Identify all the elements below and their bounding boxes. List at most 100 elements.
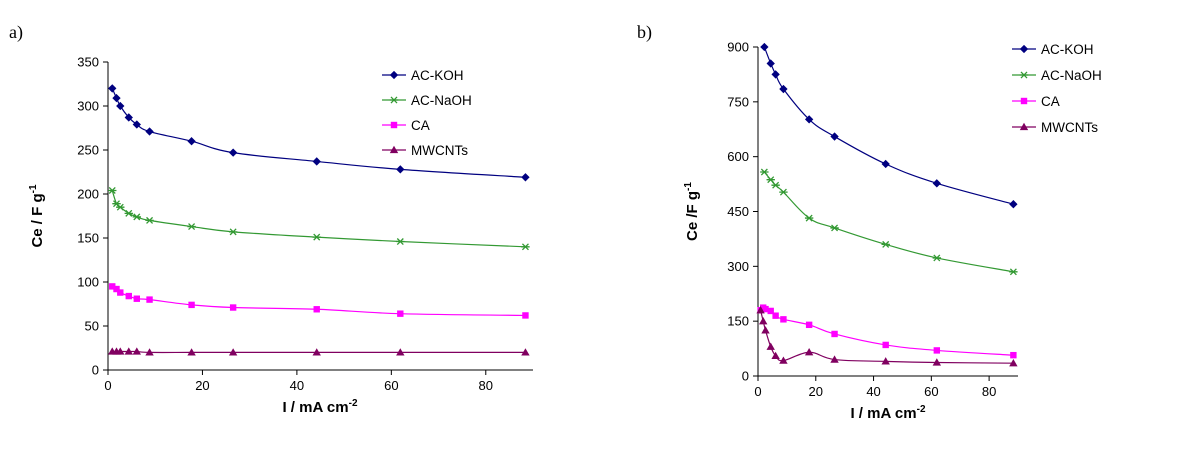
legend-label-ac-naoh: AC-NaOH [411, 93, 472, 108]
y-axis-title-sup: -1 [683, 182, 694, 191]
data-point-mwcnts [312, 348, 321, 356]
y-axis-title-sup: -1 [28, 184, 39, 193]
x-tick-label: 80 [982, 384, 996, 399]
data-point-mwcnts [932, 358, 942, 366]
x-axis-title-sup: -2 [917, 404, 926, 415]
data-point-ac-naoh [932, 254, 942, 262]
legend-label-ac-koh: AC-KOH [411, 68, 464, 83]
legend-marker-ac-naoh [1019, 71, 1029, 79]
data-point-mwcnts [132, 347, 142, 355]
data-point-ca [762, 305, 769, 313]
data-point-ac-naoh [766, 176, 775, 184]
data-point-mwcnts [761, 326, 770, 334]
data-point-ac-koh [932, 179, 941, 188]
data-point-ca [1010, 351, 1017, 359]
data-point-ac-koh [521, 173, 530, 182]
data-point-mwcnts [124, 347, 133, 355]
x-axis-title: I / mA cm-2 [850, 404, 925, 422]
data-point-ac-naoh [881, 240, 890, 248]
data-point-mwcnts [1009, 359, 1018, 367]
data-point-ca [933, 347, 941, 354]
data-point-ca [805, 321, 813, 329]
y-tick-label: 150 [727, 314, 749, 329]
data-point-ca [831, 330, 838, 338]
x-tick-label: 60 [384, 378, 398, 393]
y-tick-label: 150 [77, 231, 99, 246]
legend-marker-ac-koh [1019, 44, 1029, 54]
data-point-ac-koh [312, 157, 321, 166]
x-tick-label: 20 [195, 378, 209, 393]
data-point-ac-naoh [116, 203, 125, 211]
x-tick-label: 80 [479, 378, 493, 393]
data-point-ac-naoh [521, 243, 530, 251]
series-line-ac-naoh [763, 171, 1014, 273]
series-ac-koh [760, 42, 1018, 209]
data-point-mwcnts [187, 348, 196, 356]
series-mwcnts [756, 306, 1018, 367]
x-axis-title-text: I / mA cm [850, 405, 916, 422]
data-point-mwcnts [756, 306, 765, 314]
data-point-mwcnts [396, 348, 405, 356]
data-point-ac-koh [771, 70, 780, 79]
data-point-ca [313, 306, 320, 313]
data-point-mwcnts [881, 357, 890, 365]
y-tick-label: 100 [77, 275, 99, 290]
data-point-mwcnts [145, 348, 154, 356]
data-point-ac-naoh [804, 214, 814, 222]
data-point-ca [772, 312, 779, 319]
data-point-ca [522, 312, 529, 319]
data-point-ac-naoh [771, 181, 780, 189]
y-axis-title-text: Ce /F g [684, 191, 701, 241]
legend-marker-ca [1020, 97, 1028, 105]
legend-marker-mwcnts [1019, 122, 1029, 131]
data-point-ac-koh [760, 42, 769, 52]
series-ca [757, 304, 1017, 359]
y-axis-title: Ce / F g-1 [28, 184, 46, 248]
data-point-ac-koh [108, 84, 117, 93]
legend-marker-ac-naoh [389, 96, 399, 104]
data-point-ac-naoh [779, 188, 788, 196]
data-point-ac-naoh [187, 223, 196, 231]
legend-label-ac-koh: AC-KOH [1041, 42, 1094, 57]
data-point-mwcnts [116, 347, 125, 355]
x-tick-label: 0 [104, 378, 111, 393]
legend-label-mwcnts: MWCNTs [411, 143, 468, 158]
legend-marker-ac-koh [389, 70, 399, 80]
data-point-ac-koh [779, 84, 788, 94]
legend-label-ca: CA [1041, 94, 1060, 109]
legend-marker-mwcnts [389, 145, 399, 154]
data-point-ac-naoh [124, 209, 133, 217]
data-point-ac-koh [112, 93, 121, 103]
data-point-ca [117, 289, 124, 296]
x-tick-label: 40 [866, 384, 880, 399]
data-point-mwcnts [771, 351, 780, 360]
data-point-ac-naoh [396, 238, 405, 246]
data-point-ac-koh [132, 120, 141, 129]
data-point-ac-naoh [760, 168, 769, 176]
y-tick-label: 300 [727, 259, 749, 274]
x-axis-title-sup: -2 [349, 398, 358, 409]
series-line-ac-koh [763, 46, 1014, 205]
data-point-ca [146, 296, 153, 303]
data-point-ac-koh [145, 127, 154, 136]
y-tick-label: 600 [727, 149, 749, 164]
data-point-ac-koh [1009, 200, 1018, 209]
data-point-ca [767, 307, 774, 315]
series-ac-naoh [108, 186, 530, 251]
data-point-ac-koh [116, 101, 125, 111]
data-point-ca [780, 316, 787, 323]
data-point-ca [229, 304, 237, 311]
data-point-ac-koh [830, 132, 839, 141]
y-tick-label: 350 [77, 55, 99, 70]
series-ac-koh [108, 84, 530, 182]
data-point-ac-naoh [132, 213, 142, 221]
data-point-ca [125, 292, 132, 300]
legend-marker-ca [390, 121, 398, 129]
legend: AC-KOH AC-NaOH CA MWCNTs [382, 68, 472, 158]
data-point-mwcnts [766, 342, 775, 350]
legend-label-mwcnts: MWCNTs [1041, 120, 1098, 135]
panel-label: a) [9, 22, 23, 43]
data-point-ac-naoh [228, 228, 238, 236]
